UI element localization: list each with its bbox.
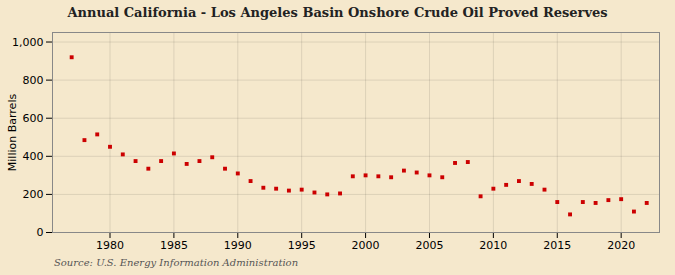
svg-text:600: 600 (23, 112, 44, 125)
svg-text:2010: 2010 (479, 239, 507, 252)
svg-text:2000: 2000 (352, 239, 380, 252)
html-text:Annual California - Los Angele: Annual California - Los Angeles Basin On… (67, 5, 608, 20)
svg-text:800: 800 (23, 74, 44, 87)
svg-text:1,000: 1,000 (12, 36, 44, 49)
svg-text:200: 200 (23, 188, 44, 201)
svg-text:1985: 1985 (160, 239, 188, 252)
svg-text:2005: 2005 (415, 239, 443, 252)
svg-text:1995: 1995 (288, 239, 316, 252)
svg-text:2020: 2020 (607, 239, 635, 252)
svg-text:0: 0 (37, 226, 44, 239)
svg-text:400: 400 (23, 150, 44, 163)
html-text:Source: U.S. Energy Informatio: Source: U.S. Energy Information Administ… (54, 257, 299, 268)
svg-text:1980: 1980 (96, 239, 124, 252)
svg-text:Million Barrels: Million Barrels (6, 94, 19, 172)
svg-text:2015: 2015 (543, 239, 571, 252)
svg-text:1990: 1990 (224, 239, 252, 252)
